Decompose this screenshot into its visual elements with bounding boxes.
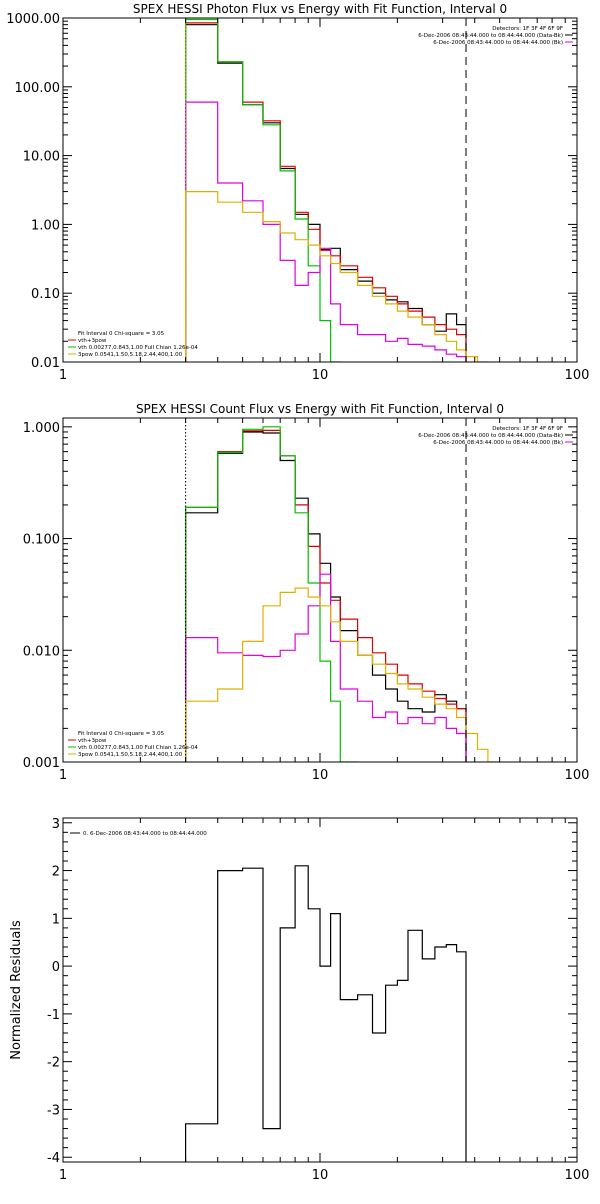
series-group [185,18,489,362]
series-line-5 [185,191,489,362]
series-group [185,426,501,762]
series-line-1 [185,24,467,362]
legend-entry: vth 0.00277,0.843,1.00 Full Chian 1.26e-… [78,745,198,751]
y-tick-label: 0.01 [31,356,60,371]
y-tick-label: 0 [52,960,60,975]
chart-title: SPEX HESSI Count Flux vs Energy with Fit… [136,402,504,416]
y-tick-label: 1.00 [31,218,60,233]
legend-entry: 3pow 0.0541,1.50,5.18,2.44,400,1.00 [78,352,183,358]
y-tick-label: 0.10 [31,287,60,302]
legend-entry: 6-Dec-2006 08:43:44.000 to 08:44:44.000 … [433,440,563,446]
x-axis: 1 10 100 [59,18,590,383]
y-tick-label: 1000.00 [6,12,60,27]
series-line-3 [185,426,359,762]
plot-frame [62,817,578,1163]
y-tick-label: 0.010 [23,644,60,659]
y-tick-label: 1.000 [23,421,60,436]
chart-panel-1: SPEX HESSI Photon Flux vs Energy with Fi… [6,2,589,383]
x-tick-label: 100 [565,368,590,383]
y-tick-label: 1 [52,912,60,927]
y-axis: -4 -3 -2 -1 0 1 2 3 [47,817,577,1166]
x-axis: 1 10 100 [59,418,590,783]
x-tick-label: 10 [312,368,329,383]
y-axis: 0.01 0.10 1.00 10.00 100.00 1000.00 [6,12,577,371]
legend-entry: Detectors: 1F 3F 4F 6F 9F [492,426,563,432]
y-tick-label: -2 [47,1056,60,1071]
x-tick-label: 100 [565,1168,590,1183]
series-line-3 [185,18,341,362]
legend-entry: Fit Interval 0 Chi-square = 3.05 [78,331,165,337]
legend-entry: Fit Interval 0 Chi-square = 3.05 [78,731,165,737]
chart-panel-3: 1 10 100 -4 -3 -2 -1 0 1 2 3 Normalized Residuals 0.… [9,817,589,1183]
y-tick-label: -4 [47,1151,60,1166]
y-tick-label: 100.00 [15,81,61,96]
series-line-1 [185,865,467,1162]
chart-title: SPEX HESSI Photon Flux vs Energy with Fi… [133,2,507,16]
y-tick-label: 3 [52,817,60,832]
chart-panel-2: SPEX HESSI Count Flux vs Energy with Fit… [23,402,590,783]
legend-entry: 6-Dec-2006 08:43:44.000 to 08:44:44.000 … [418,33,563,39]
legend-entry: 6-Dec-2006 08:43:44.000 to 08:44:44.000 … [433,40,563,46]
legend-entry: vth 0.00277,0.843,1.00 Full Chian 1.26e-… [78,345,198,351]
series-line-5 [185,587,501,762]
series-line-4 [185,101,467,362]
y-axis: 0.001 0.010 0.100 1.000 [23,421,577,771]
x-tick-label: 100 [565,768,590,783]
legend-entry: 6-Dec-2006 08:43:44.000 to 08:44:44.000 … [418,433,563,439]
x-tick-label: 1 [59,368,67,383]
series-group [185,865,467,1162]
legend-entry: 3pow 0.0541,1.50,5.18,2.44,400,1.00 [78,752,183,758]
series-line-1 [185,431,467,762]
legend-entry: vth+3pow [78,338,107,344]
x-tick-label: 1 [59,768,67,783]
x-tick-label: 10 [312,1168,329,1183]
legend-entry: 0. 6-Dec-2006 08:43:44.000 to 08:44:44.0… [83,831,207,837]
y-tick-label: 0.001 [23,756,60,771]
y-tick-label: 0.100 [23,533,60,548]
y-axis-label: Normalized Residuals [9,920,24,1060]
legend-entry: vth+3pow [78,738,107,744]
legend-entry: Detectors: 1F 3F 4F 6F 9F [492,26,563,32]
x-tick-label: 10 [312,768,329,783]
y-tick-label: 10.00 [23,150,60,165]
series-line-4 [185,573,467,762]
series-line-2 [185,429,467,762]
x-axis: 1 10 100 [59,818,590,1183]
y-tick-label: -1 [47,1008,60,1023]
y-tick-label: -3 [47,1103,60,1118]
y-tick-label: 2 [52,865,60,880]
x-tick-label: 1 [59,1168,67,1183]
series-line-2 [185,22,467,362]
